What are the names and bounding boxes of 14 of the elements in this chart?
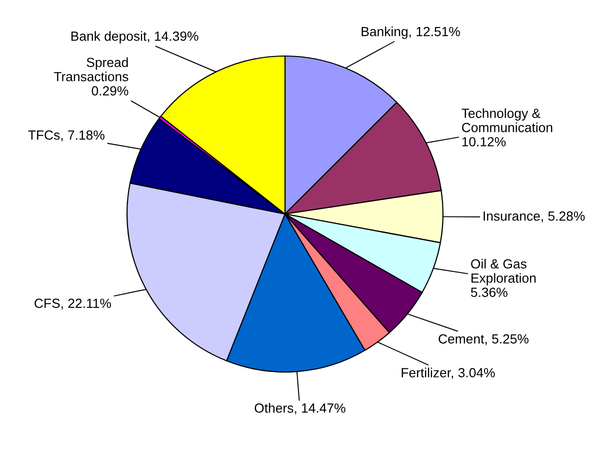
slice-label: TFCs, 7.18% bbox=[28, 130, 104, 142]
slice-label: Bank deposit, 14.39% bbox=[71, 31, 198, 44]
slice-label: CFS, 22.11% bbox=[34, 298, 111, 310]
slice-label: Banking, 12.51% bbox=[362, 26, 460, 39]
data-label: 5.36% bbox=[470, 288, 508, 297]
data-label: 10.12% bbox=[462, 137, 506, 146]
slice-label: Fertilizer, 3.04% bbox=[402, 368, 495, 379]
slice-label: Cement, 5.25% bbox=[438, 334, 528, 346]
slice-label: Spread Transactions bbox=[54, 57, 128, 82]
slice-label: Insurance, 5.28% bbox=[484, 211, 585, 222]
slice-label: Oil & Gas Exploration bbox=[471, 258, 536, 286]
data-label: 0.29% bbox=[92, 86, 128, 96]
slice-label: Others, 14.47% bbox=[254, 403, 346, 414]
slice-label: Technology & Communication bbox=[462, 108, 552, 132]
